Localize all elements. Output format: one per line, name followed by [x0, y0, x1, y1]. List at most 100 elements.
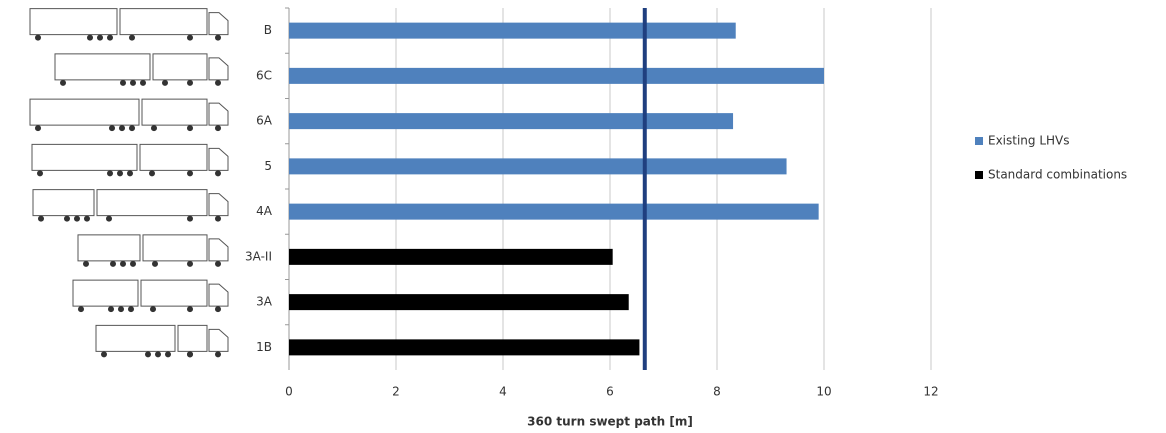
x-tick-label: 0 — [285, 385, 293, 399]
trailer — [178, 325, 207, 351]
truck-icon — [30, 9, 228, 41]
cab — [209, 58, 228, 80]
wheel — [60, 80, 66, 86]
trailer — [143, 235, 207, 261]
truck-icon — [33, 190, 228, 222]
wheel — [215, 125, 221, 131]
cab — [209, 329, 228, 351]
wheel — [109, 125, 115, 131]
trailer — [120, 9, 207, 35]
wheel — [152, 261, 158, 267]
y-tick-label: 1B — [256, 340, 272, 354]
wheel — [64, 216, 70, 222]
y-tick-label: 6A — [256, 114, 273, 128]
wheel — [38, 216, 44, 222]
trailer — [142, 99, 207, 125]
bar — [289, 23, 736, 39]
cab — [209, 284, 228, 306]
y-tick-label: B — [264, 23, 272, 37]
x-tick-label: 8 — [713, 385, 721, 399]
wheel — [128, 306, 134, 312]
y-tick-label: 6C — [256, 68, 272, 82]
y-tick-label: 3A — [256, 295, 273, 309]
cab — [209, 103, 228, 125]
wheel — [117, 170, 123, 176]
wheel — [108, 306, 114, 312]
truck-icon — [96, 325, 228, 357]
trailer — [78, 235, 140, 261]
wheel — [140, 80, 146, 86]
wheel — [215, 261, 221, 267]
wheel — [129, 125, 135, 131]
wheel — [87, 35, 93, 41]
wheel — [162, 80, 168, 86]
wheel — [187, 306, 193, 312]
trailer — [30, 99, 139, 125]
cab — [209, 13, 228, 35]
y-tick-label: 5 — [264, 159, 272, 173]
wheel — [150, 306, 156, 312]
wheel — [165, 351, 171, 357]
legend-swatch — [975, 171, 983, 179]
wheel — [101, 351, 107, 357]
x-tick-label: 2 — [392, 385, 400, 399]
wheel — [120, 80, 126, 86]
legend-label: Standard combinations — [988, 168, 1127, 182]
bar — [289, 68, 824, 84]
wheel — [127, 170, 133, 176]
truck-icon — [78, 235, 228, 267]
wheel — [130, 80, 136, 86]
wheel — [215, 35, 221, 41]
wheel — [215, 170, 221, 176]
wheel — [83, 261, 89, 267]
truck-icon — [55, 54, 228, 86]
x-tick-label: 12 — [923, 385, 938, 399]
wheel — [97, 35, 103, 41]
wheel — [107, 170, 113, 176]
bar — [289, 294, 629, 310]
wheel — [149, 170, 155, 176]
wheel — [110, 261, 116, 267]
wheel — [215, 80, 221, 86]
wheel — [187, 170, 193, 176]
wheel — [187, 80, 193, 86]
wheel — [107, 35, 113, 41]
cab — [209, 239, 228, 261]
trailer — [55, 54, 150, 80]
wheel — [74, 216, 80, 222]
wheel — [145, 351, 151, 357]
legend-label: Existing LHVs — [988, 134, 1070, 148]
wheel — [215, 351, 221, 357]
cab — [209, 148, 228, 170]
trailer — [73, 280, 138, 306]
wheel — [84, 216, 90, 222]
truck-icon — [32, 144, 228, 176]
bar — [289, 158, 787, 174]
trailer — [140, 144, 207, 170]
wheel — [35, 35, 41, 41]
bar — [289, 339, 639, 355]
trailer — [141, 280, 207, 306]
wheel — [118, 306, 124, 312]
y-tick-label: 4A — [256, 204, 273, 218]
wheel — [187, 261, 193, 267]
wheel — [187, 351, 193, 357]
truck-icon — [30, 99, 228, 131]
wheel — [215, 306, 221, 312]
trailer — [97, 190, 207, 216]
x-tick-label: 4 — [499, 385, 507, 399]
bar — [289, 249, 613, 265]
trailer — [96, 325, 175, 351]
trailer — [33, 190, 94, 216]
wheel — [35, 125, 41, 131]
y-tick-label: 3A-II — [245, 249, 272, 263]
wheel — [151, 125, 157, 131]
wheel — [37, 170, 43, 176]
wheel — [129, 35, 135, 41]
wheel — [78, 306, 84, 312]
chart: 360 turn swept path [m] 024681012B6C6A54… — [0, 0, 1166, 433]
wheel — [106, 216, 112, 222]
legend-swatch — [975, 137, 983, 145]
wheel — [187, 216, 193, 222]
x-axis-title: 360 turn swept path [m] — [527, 415, 693, 429]
